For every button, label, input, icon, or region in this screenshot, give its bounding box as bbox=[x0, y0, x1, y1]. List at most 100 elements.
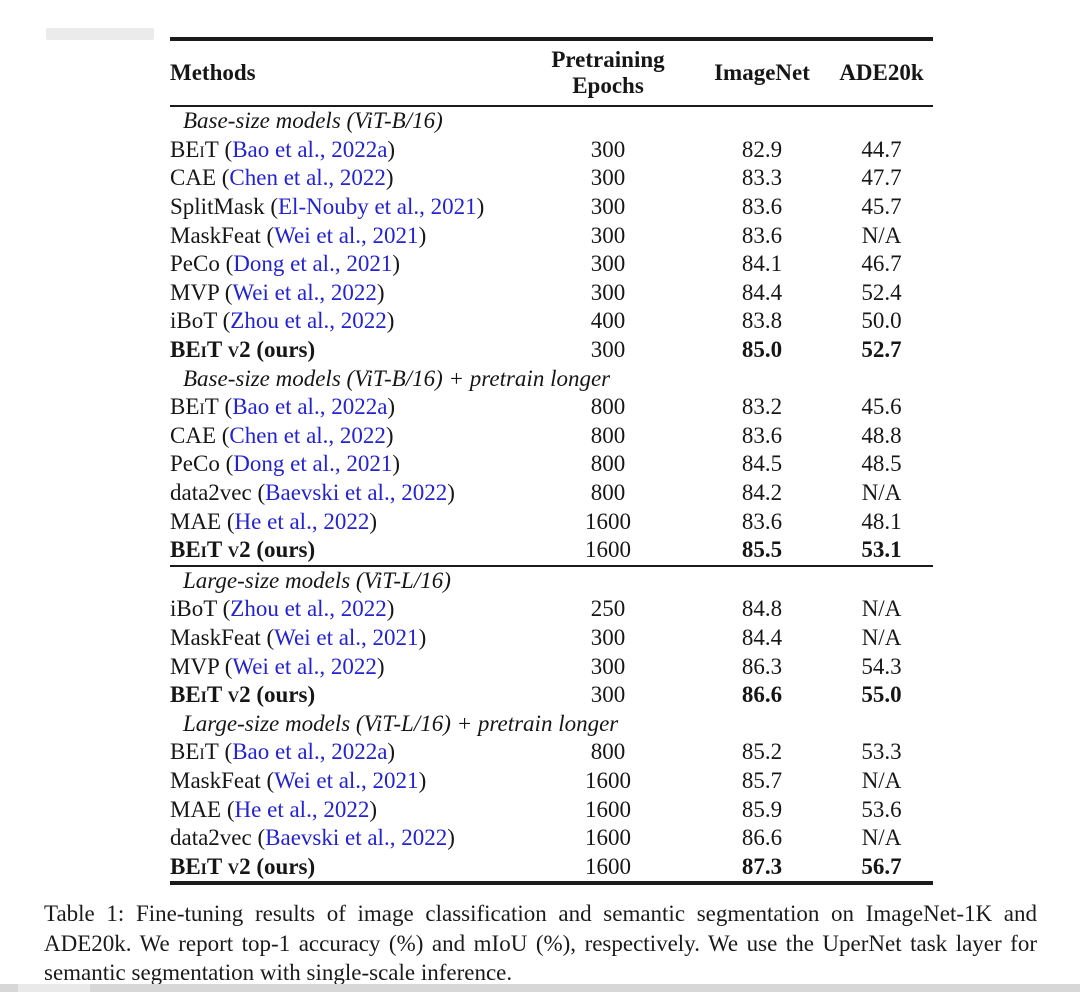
table-row: MaskFeat (Wei et al., 2021) 300 83.6 N/A bbox=[170, 221, 933, 250]
table-row: MaskFeat (Wei et al., 2021) 1600 85.7 N/… bbox=[170, 767, 933, 796]
paren-close: ) bbox=[386, 596, 395, 622]
ade20k-cell: 53.6 bbox=[861, 796, 902, 822]
section-header-row: Base-size models (ViT-B/16) + pretrain l… bbox=[170, 364, 933, 393]
citation-link[interactable]: Zhou et al., 2022 bbox=[230, 596, 387, 622]
citation-link[interactable]: He et al., 2022 bbox=[234, 508, 370, 534]
imagenet-cell: 83.6 bbox=[741, 422, 783, 448]
method-cell: MaskFeat (Wei et al., 2021) bbox=[170, 625, 522, 651]
citation-link[interactable]: Wei et al., 2021 bbox=[274, 624, 419, 650]
epochs-cell: 800 bbox=[590, 480, 626, 506]
ade20k-cell: N/A bbox=[861, 624, 902, 650]
citation-link[interactable]: Dong et al., 2021 bbox=[233, 251, 393, 277]
table-header-row: Methods Pretraining Epochs ImageNet ADE2… bbox=[170, 41, 933, 105]
citation-link[interactable]: Wei et al., 2022 bbox=[232, 653, 377, 679]
imagenet-cell: 84.8 bbox=[741, 596, 783, 622]
paren-open: ( bbox=[260, 767, 275, 793]
method-cell: PeCo (Dong et al., 2021) bbox=[170, 251, 522, 277]
paren-open: ( bbox=[216, 596, 231, 622]
method-cell: iBoT (Zhou et al., 2022) bbox=[170, 596, 522, 622]
column-header-pretraining-line2: Epochs bbox=[572, 73, 644, 98]
method-name: BEiT bbox=[170, 739, 219, 765]
method-name-plain: MVP bbox=[170, 279, 219, 305]
imagenet-cell: 86.3 bbox=[741, 653, 783, 679]
table-row: PeCo (Dong et al., 2021) 300 84.1 46.7 bbox=[170, 250, 933, 279]
table-row: CAE (Chen et al., 2022) 300 83.3 47.7 bbox=[170, 164, 933, 193]
paren-open: ( bbox=[221, 508, 235, 534]
imagenet-cell: 83.6 bbox=[741, 222, 783, 248]
imagenet-cell: 84.4 bbox=[741, 279, 783, 305]
table-header-rule bbox=[170, 105, 933, 107]
citation-link[interactable]: Chen et al., 2022 bbox=[229, 422, 386, 448]
paren-open: ( bbox=[219, 653, 233, 679]
method-cell: iBoT (Zhou et al., 2022) bbox=[170, 308, 522, 334]
paren-open: ( bbox=[260, 222, 275, 248]
paren-close: ) bbox=[447, 480, 455, 506]
paren-open: ( bbox=[251, 825, 266, 851]
imagenet-cell: 85.2 bbox=[741, 739, 783, 765]
method-name-plain: MAE bbox=[170, 796, 222, 822]
imagenet-cell: 85.7 bbox=[741, 767, 783, 793]
paren-close: ) bbox=[418, 624, 427, 650]
ade20k-cell: 44.7 bbox=[861, 136, 902, 162]
citation-link[interactable]: El-Nouby et al., 2021 bbox=[278, 194, 477, 220]
citation-link[interactable]: Baevski et al., 2022 bbox=[265, 825, 448, 851]
method-name-plain: data2vec bbox=[170, 480, 252, 506]
method-name-plain: MaskFeat bbox=[170, 624, 261, 650]
epochs-cell: 1600 bbox=[585, 853, 631, 879]
imagenet-cell: 83.3 bbox=[741, 165, 783, 191]
citation-link[interactable]: Wei et al., 2021 bbox=[274, 767, 419, 793]
section-label: Base-size models (ViT-B/16) + pretrain l… bbox=[183, 365, 611, 391]
imagenet-cell: 84.2 bbox=[741, 480, 783, 506]
table-row: BEiT (Bao et al., 2022a) 800 85.2 53.3 bbox=[170, 738, 933, 767]
epochs-cell: 300 bbox=[590, 653, 626, 679]
citation-link[interactable]: Zhou et al., 2022 bbox=[230, 308, 387, 334]
ade20k-cell: 56.7 bbox=[861, 853, 902, 879]
citation-link[interactable]: Wei et al., 2021 bbox=[274, 222, 419, 248]
paren-open: ( bbox=[216, 422, 230, 448]
method-cell: SplitMask (El-Nouby et al., 2021) bbox=[170, 194, 522, 220]
method-cell: MVP (Wei et al., 2022) bbox=[170, 654, 522, 680]
section-label: Large-size models (ViT-L/16) + pretrain … bbox=[183, 710, 619, 736]
results-table: Methods Pretraining Epochs ImageNet ADE2… bbox=[170, 37, 933, 886]
table-top-rule bbox=[170, 37, 933, 41]
method-name-plain: iBoT bbox=[170, 596, 217, 622]
citation-link[interactable]: He et al., 2022 bbox=[234, 796, 370, 822]
imagenet-cell: 85.5 bbox=[741, 537, 783, 563]
paren-close: ) bbox=[387, 739, 396, 765]
citation-link[interactable]: Dong et al., 2021 bbox=[233, 451, 393, 477]
ade20k-cell: 48.8 bbox=[861, 422, 902, 448]
citation-link[interactable]: Chen et al., 2022 bbox=[229, 165, 386, 191]
method-cell: BEiT v2 (ours) bbox=[170, 537, 522, 563]
ade20k-cell: 48.5 bbox=[861, 451, 902, 477]
table-row: BEiT (Bao et al., 2022a) 800 83.2 45.6 bbox=[170, 393, 933, 422]
method-name-plain: (ours) bbox=[250, 682, 316, 708]
epochs-cell: 250 bbox=[590, 596, 626, 622]
epochs-cell: 400 bbox=[590, 308, 626, 334]
citation-link[interactable]: Bao et al., 2022a bbox=[232, 739, 388, 765]
imagenet-cell: 83.2 bbox=[741, 394, 783, 420]
scan-artifact-top-left bbox=[46, 28, 154, 40]
method-name-plain: CAE bbox=[170, 422, 216, 448]
citation-link[interactable]: Bao et al., 2022a bbox=[232, 394, 388, 420]
paren-open: ( bbox=[219, 251, 234, 277]
method-cell: MAE (He et al., 2022) bbox=[170, 797, 522, 823]
paren-open: ( bbox=[218, 394, 233, 420]
table-row-ours: BEiT v2 (ours) 1600 85.5 53.1 bbox=[170, 536, 933, 565]
paren-close: ) bbox=[418, 767, 427, 793]
ade20k-cell: N/A bbox=[861, 767, 902, 793]
method-name-plain: (ours) bbox=[250, 337, 316, 363]
epochs-cell: 800 bbox=[590, 422, 626, 448]
method-cell: data2vec (Baevski et al., 2022) bbox=[170, 480, 522, 506]
epochs-cell: 300 bbox=[590, 251, 626, 277]
column-header-pretraining-line1: Pretraining bbox=[551, 47, 665, 72]
citation-link[interactable]: Bao et al., 2022a bbox=[232, 136, 388, 162]
method-cell: MVP (Wei et al., 2022) bbox=[170, 280, 522, 306]
method-name: BEiT v2 bbox=[170, 537, 251, 563]
ade20k-cell: 45.7 bbox=[861, 194, 902, 220]
ade20k-cell: 45.6 bbox=[861, 394, 902, 420]
ade20k-cell: N/A bbox=[861, 480, 902, 506]
citation-link[interactable]: Baevski et al., 2022 bbox=[265, 480, 448, 506]
epochs-cell: 800 bbox=[590, 739, 626, 765]
citation-link[interactable]: Wei et al., 2022 bbox=[232, 279, 377, 305]
table-row: iBoT (Zhou et al., 2022) 250 84.8 N/A bbox=[170, 595, 933, 624]
